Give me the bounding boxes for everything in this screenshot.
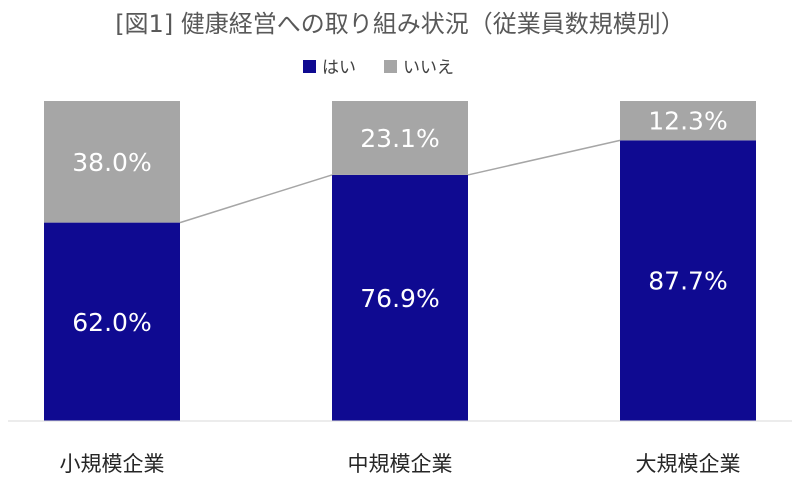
series-line xyxy=(179,174,333,224)
bar-no xyxy=(44,101,180,223)
data-label-no: 38.0% xyxy=(72,148,151,177)
category-label: 大規模企業 xyxy=(636,452,741,476)
category-label: 小規模企業 xyxy=(60,452,165,476)
legend: はい いいえ xyxy=(303,58,454,78)
bar-yes xyxy=(620,140,756,422)
chart-title: [図1] 健康経営への取り組み状況（従業員数規模別） xyxy=(115,10,685,38)
legend-swatch-yes xyxy=(303,60,316,73)
data-label-yes: 76.9% xyxy=(360,284,439,313)
bar-yes xyxy=(332,174,468,421)
data-label-no: 12.3% xyxy=(648,107,727,136)
category-label: 中規模企業 xyxy=(348,452,453,476)
data-label-no: 23.1% xyxy=(360,124,439,153)
bar-no xyxy=(620,101,756,141)
data-label-yes: 87.7% xyxy=(648,267,727,296)
data-label-yes: 62.0% xyxy=(72,308,151,337)
plot-area: 62.0% 38.0% 小規模企業 76.9% 23.1% 中規模企業 87.7% 12.3%… xyxy=(44,101,756,476)
bar-no xyxy=(332,101,468,175)
series-line xyxy=(467,139,621,176)
bar-yes xyxy=(44,222,180,421)
legend-label-no: いいえ xyxy=(403,58,454,78)
legend-label-yes: はい xyxy=(322,58,356,78)
legend-swatch-no xyxy=(384,60,397,73)
